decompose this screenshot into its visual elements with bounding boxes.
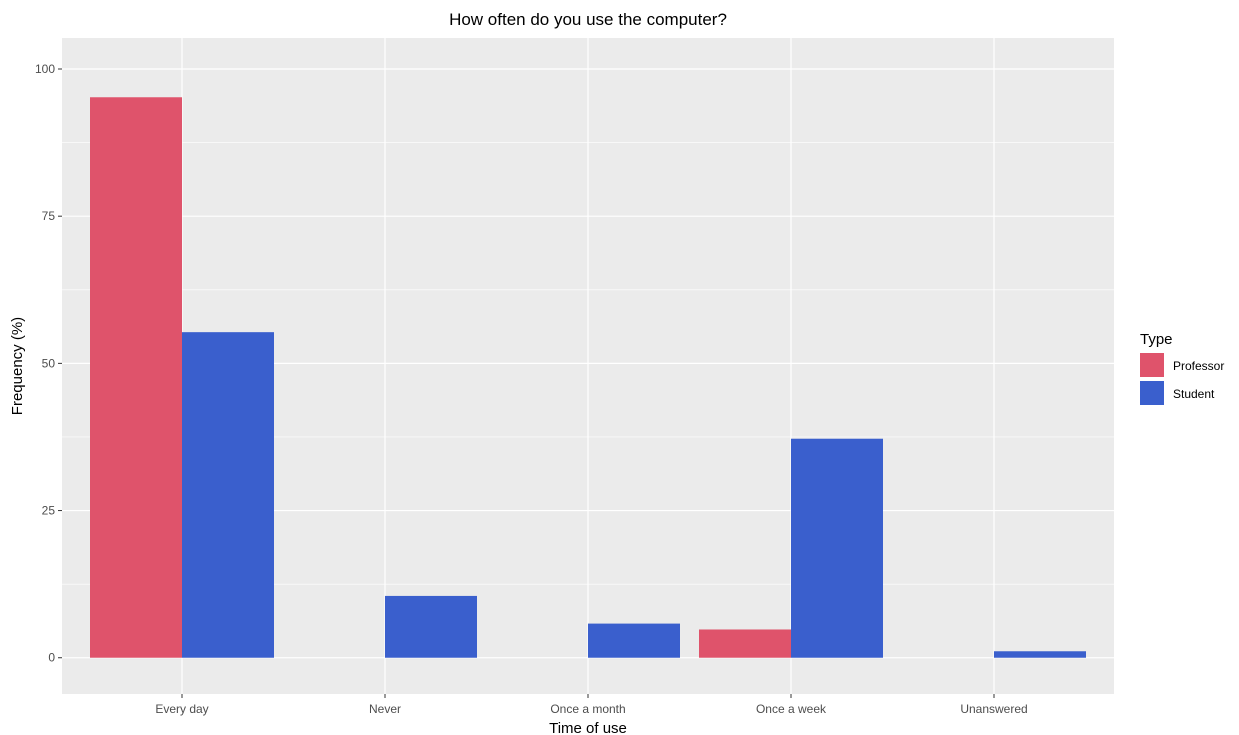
bar-student-never: [385, 595, 477, 658]
legend-key-student: [1140, 381, 1164, 405]
y-axis-label: Frequency (%): [9, 317, 26, 415]
x-tick-label: Once a week: [756, 702, 827, 716]
x-tick-label: Every day: [155, 702, 208, 716]
y-tick-label: 75: [42, 209, 56, 223]
legend-key-professor: [1140, 353, 1164, 377]
legend-label-professor: Professor: [1173, 359, 1224, 373]
bar-student-every-day: [182, 332, 274, 658]
bar-student-once-a-month: [588, 623, 680, 658]
x-tick-label: Unanswered: [960, 702, 1027, 716]
x-axis-label: Time of use: [549, 720, 627, 735]
bar-professor-every-day: [90, 97, 182, 658]
bar-professor-once-a-week: [699, 629, 791, 658]
y-tick-label: 25: [42, 504, 56, 518]
chart-title: How often do you use the computer?: [449, 10, 727, 29]
y-axis-ticks: 0 25 50 75 100: [35, 62, 62, 665]
y-tick-label: 50: [42, 356, 56, 370]
legend-label-student: Student: [1173, 387, 1215, 401]
y-tick-label: 0: [48, 651, 55, 665]
bar-student-once-a-week: [791, 438, 883, 658]
x-tick-label: Once a month: [550, 702, 625, 716]
y-tick-label: 100: [35, 62, 55, 76]
x-tick-label: Never: [369, 702, 401, 716]
x-axis-ticks: Every day Never Once a month Once a week Una…: [155, 694, 1028, 716]
legend-items: Professor Student: [1140, 353, 1224, 405]
legend-title: Type: [1140, 331, 1173, 348]
bar-student-unanswered: [994, 651, 1086, 658]
bars: [90, 97, 1086, 658]
legend: Type Professor Student: [1140, 331, 1224, 405]
